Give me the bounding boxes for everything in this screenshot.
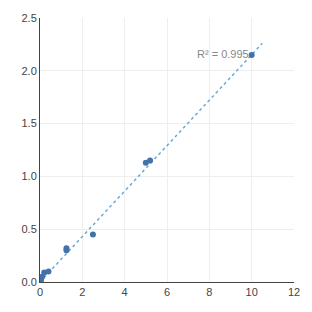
svg-text:0.5: 0.5 [22, 223, 37, 235]
svg-text:R² = 0.995: R² = 0.995 [197, 48, 249, 60]
svg-text:1.5: 1.5 [22, 117, 37, 129]
svg-text:2.0: 2.0 [22, 65, 37, 77]
svg-text:10: 10 [246, 286, 258, 298]
svg-text:1.0: 1.0 [22, 170, 37, 182]
svg-text:0: 0 [37, 286, 43, 298]
svg-text:12: 12 [288, 286, 300, 298]
svg-text:0.0: 0.0 [22, 276, 37, 288]
svg-text:6: 6 [164, 286, 170, 298]
svg-text:4: 4 [122, 286, 128, 298]
svg-text:2: 2 [79, 286, 85, 298]
svg-text:2.5: 2.5 [22, 12, 37, 24]
svg-text:8: 8 [206, 286, 212, 298]
